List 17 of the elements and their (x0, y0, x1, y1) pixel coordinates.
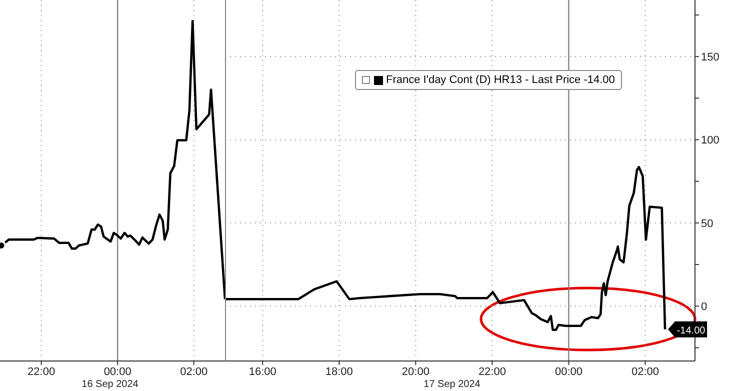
x-tick-label: 22:00 (28, 366, 56, 378)
legend-label: France I'day Cont (D) HR13 - Last Price -14.00 (386, 74, 615, 86)
x-tick-label: 20:00 (402, 366, 430, 378)
annotation: -14.00 (676, 325, 706, 336)
y-tick-label: 150 (701, 51, 720, 64)
x-tick-label: 16:00 (248, 366, 276, 378)
x-tick-label: 18:00 (325, 366, 353, 378)
x-tick-label: 02:00 (180, 366, 208, 378)
y-tick-label: 100 (701, 134, 720, 147)
x-tick-label: 00:00 (554, 366, 582, 378)
text: 16 Sep 2024 (80, 379, 140, 390)
x-tick-label: 00:00 (104, 366, 132, 378)
y-tick-label: 50 (701, 218, 714, 230)
text: 17 Sep 2024 (422, 379, 482, 390)
x-tick-label: 22:00 (478, 366, 506, 378)
x-tick-label: 02:00 (631, 366, 660, 378)
y-tick-label: 0 (701, 301, 708, 314)
